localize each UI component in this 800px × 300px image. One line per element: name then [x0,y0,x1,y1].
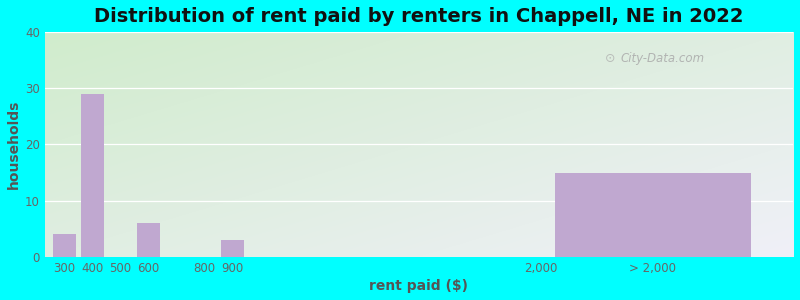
Text: City-Data.com: City-Data.com [621,52,705,65]
Bar [555,172,751,257]
Text: ⊙: ⊙ [605,52,615,65]
Y-axis label: households: households [7,100,21,189]
Bar [222,240,244,257]
Bar [82,94,104,257]
Bar [54,235,76,257]
X-axis label: rent paid ($): rent paid ($) [370,279,469,293]
Bar [138,223,160,257]
Title: Distribution of rent paid by renters in Chappell, NE in 2022: Distribution of rent paid by renters in … [94,7,744,26]
